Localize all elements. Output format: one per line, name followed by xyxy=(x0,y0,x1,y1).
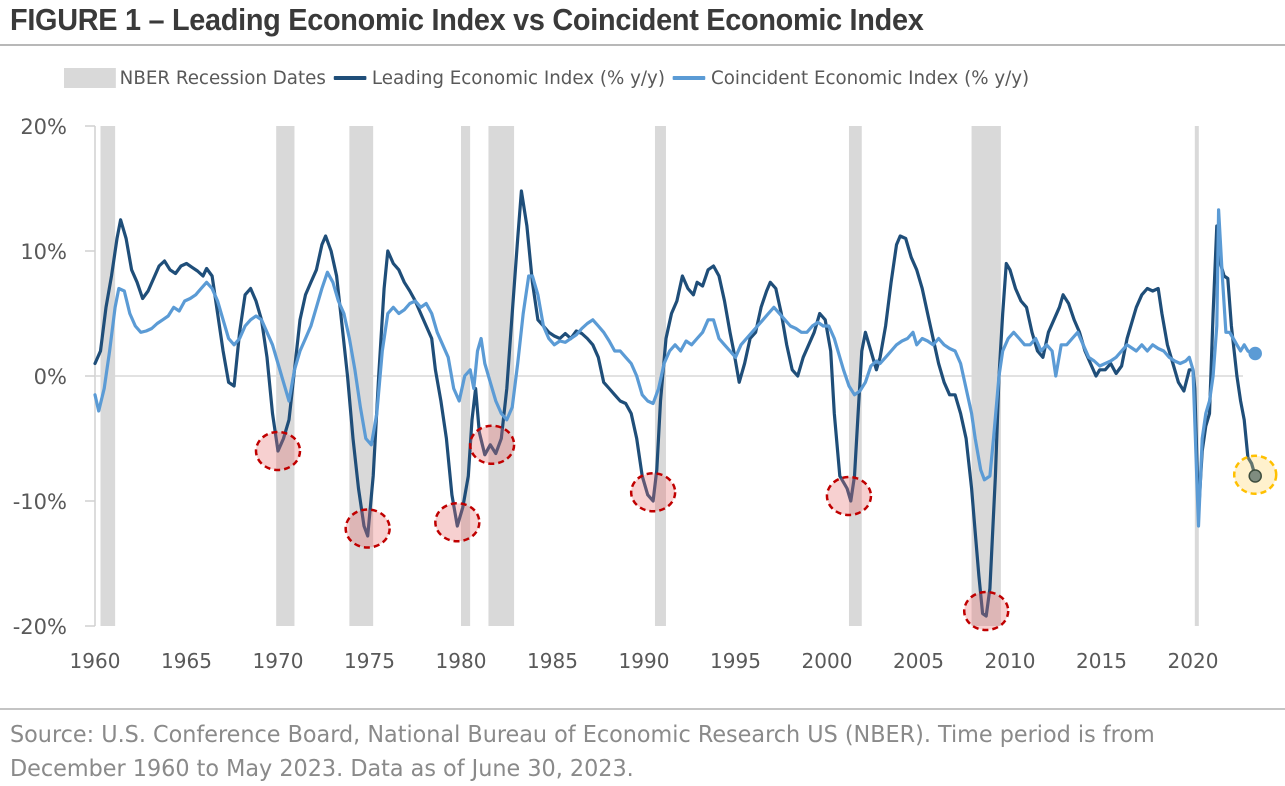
coincident-end-marker xyxy=(1248,346,1262,361)
axes xyxy=(85,125,1243,627)
source-note: Source: U.S. Conference Board, National … xyxy=(10,722,1155,782)
trough-highlight-circle xyxy=(468,424,516,465)
trough-highlight-circle xyxy=(434,502,481,543)
tick-labels: 20% 10% 0% -10% -20%1960 1965 1970 1975 1980 1985… xyxy=(13,115,1219,673)
y-tick-label: 20% xyxy=(20,115,67,139)
trough-highlight-circle xyxy=(254,430,302,472)
trough-highlight-circle xyxy=(344,508,391,549)
figure-title: FIGURE 1 – Leading Economic Index vs Coi… xyxy=(10,2,924,37)
legend-swatch-leading xyxy=(333,76,367,80)
x-tick-label: 2015 xyxy=(1076,649,1127,673)
legend-item-coincident: Coincident Economic Index (% y/y) xyxy=(672,67,1030,89)
annotations xyxy=(254,346,1278,632)
x-tick-label: 1995 xyxy=(710,649,761,673)
x-tick-label: 1985 xyxy=(527,649,578,673)
x-tick-label: 1990 xyxy=(619,649,670,673)
leading-end-marker xyxy=(1248,469,1262,483)
line-chart: 20% 10% 0% -10% -20%1960 1965 1970 1975 1980 1985… xyxy=(13,115,1278,673)
leading-index-line xyxy=(93,189,1257,618)
x-tick-label: 2010 xyxy=(985,649,1036,673)
y-tick-label: -20% xyxy=(13,615,67,639)
x-tick-label: 2005 xyxy=(893,649,944,673)
x-tick-label: 1980 xyxy=(436,649,487,673)
legend-item-leading: Leading Economic Index (% y/y) xyxy=(333,67,665,89)
legend-label-coincident: Coincident Economic Index (% y/y) xyxy=(711,67,1030,89)
legend-swatch-coincident xyxy=(672,76,706,80)
y-tick-label: 10% xyxy=(20,240,67,264)
x-tick-label: 1970 xyxy=(253,649,304,673)
chart-legend: NBER Recession Dates Leading Economic In… xyxy=(64,64,1037,92)
x-tick-label: 2000 xyxy=(802,649,853,673)
x-tick-label: 1965 xyxy=(161,649,212,673)
trough-highlight-circle xyxy=(962,590,1010,632)
legend-swatch-recessions xyxy=(64,68,116,88)
coincident-index-line xyxy=(93,208,1257,528)
legend-label-leading: Leading Economic Index (% y/y) xyxy=(371,67,665,89)
title-divider xyxy=(0,44,1285,46)
trough-highlight-circle xyxy=(825,475,873,517)
y-tick-label: -10% xyxy=(13,490,67,514)
legend-item-recessions: NBER Recession Dates xyxy=(64,67,326,89)
legend-label-recessions: NBER Recession Dates xyxy=(119,67,326,89)
y-tick-label: 0% xyxy=(34,365,67,389)
trough-highlight-circle xyxy=(629,472,677,513)
x-tick-label: 2020 xyxy=(1168,649,1219,673)
source-divider xyxy=(0,708,1285,710)
x-tick-label: 1975 xyxy=(344,649,395,673)
x-tick-label: 1960 xyxy=(70,649,121,673)
series-lines xyxy=(93,189,1257,618)
